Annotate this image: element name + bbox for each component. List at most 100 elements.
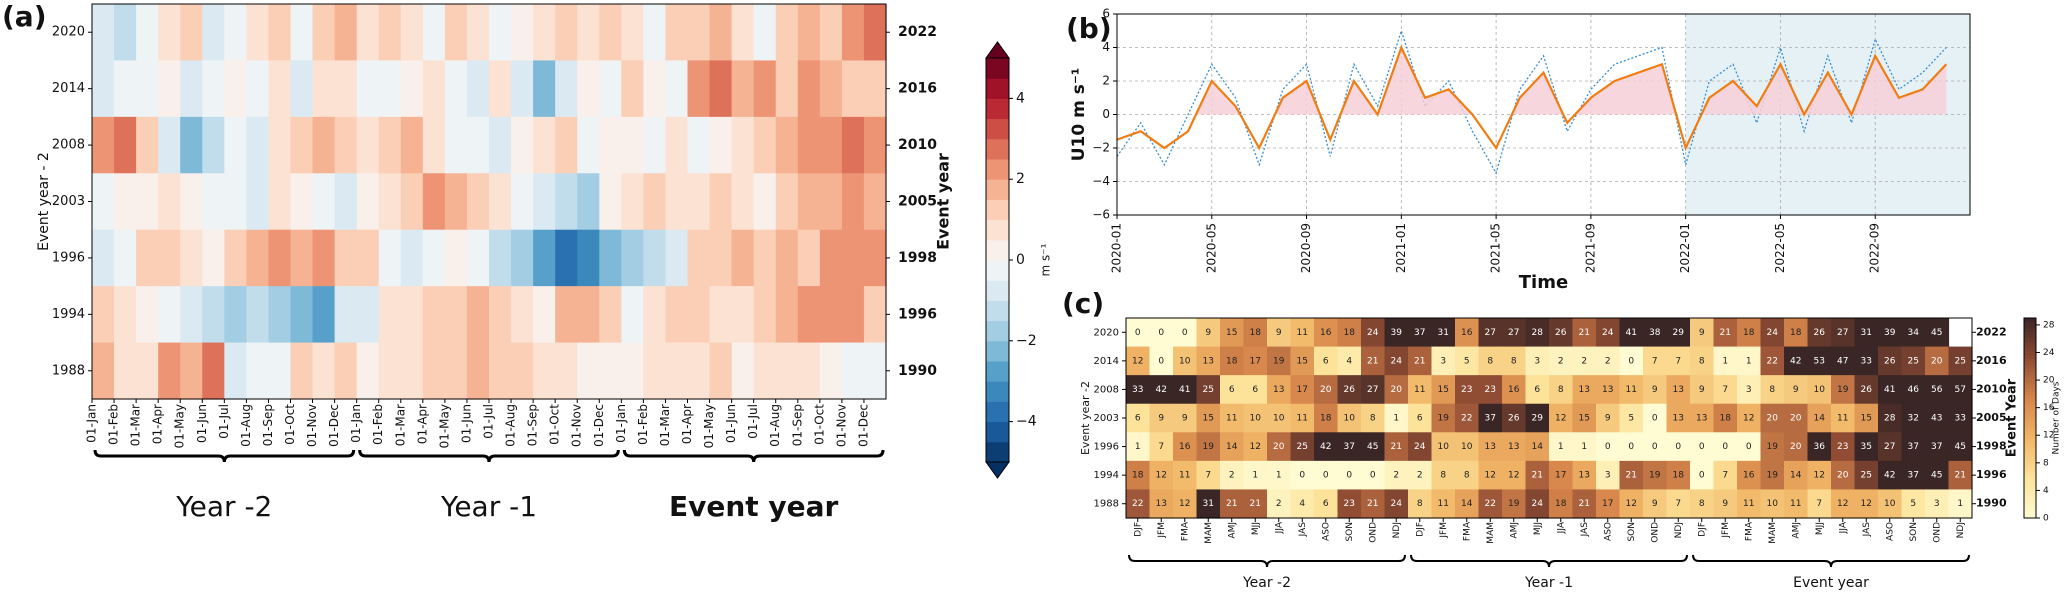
heat-cell	[1948, 460, 1973, 491]
heat-cell	[290, 286, 314, 344]
heat-cell	[1337, 403, 1362, 433]
y2-tick-label: 2022	[1976, 325, 2007, 338]
colorbar-step	[2024, 498, 2036, 502]
heat-cell	[114, 60, 137, 118]
colorbar-step	[986, 159, 1009, 180]
heat-cell	[1713, 432, 1738, 462]
x-tick-label: JFM	[1439, 522, 1449, 539]
cell-value: 7	[1652, 356, 1658, 366]
heat-cell	[224, 342, 247, 400]
heat-cell	[1831, 489, 1856, 519]
cell-value: 8	[1487, 356, 1493, 366]
cell-value: 9	[1652, 499, 1658, 509]
panel-label: (a)	[2, 0, 47, 33]
heat-cell	[1784, 403, 1809, 433]
cell-value: 2	[1558, 356, 1564, 366]
heat-cell	[1478, 346, 1503, 376]
cell-value: 7	[1722, 385, 1728, 395]
heat-cell	[334, 60, 358, 118]
cell-value: 0	[1135, 328, 1141, 338]
heat-cell	[1502, 432, 1527, 462]
y2-axis-label: Event year	[934, 153, 953, 250]
heat-cell	[1525, 375, 1550, 405]
heat-cell	[775, 116, 799, 174]
heat-cell	[863, 342, 887, 400]
heat-cell	[444, 286, 468, 344]
cell-value: 9	[1699, 385, 1705, 395]
heat-cell	[1643, 375, 1668, 405]
heat-cell	[709, 342, 733, 400]
heat-cell	[1948, 403, 1973, 433]
cell-value: 32	[1908, 414, 1919, 424]
cell-value: 20	[1320, 385, 1332, 395]
cell-value: 5	[1464, 356, 1470, 366]
heat-cell	[1196, 403, 1221, 433]
heat-cell	[1196, 489, 1221, 519]
heat-cell	[1243, 346, 1268, 376]
heat-cell	[114, 342, 137, 400]
heat-cell	[1149, 460, 1174, 491]
heat-cell	[1549, 489, 1574, 519]
heat-cell	[1455, 489, 1480, 519]
colorbar-step	[2024, 388, 2036, 392]
heat-cell	[1455, 318, 1480, 348]
y-axis-label: U10 m s⁻¹	[1069, 68, 1089, 162]
heat-cell	[136, 286, 159, 344]
group-label: Event year	[669, 490, 839, 523]
heat-cell	[1337, 460, 1362, 491]
heat-cell	[1878, 403, 1903, 433]
cell-value: 13	[1485, 442, 1496, 452]
y2-tick-label: 1990	[898, 363, 937, 379]
heat-cell	[1455, 403, 1480, 433]
heat-cell	[114, 286, 137, 344]
colorbar-step	[986, 401, 1009, 423]
heat-cell	[1572, 346, 1597, 376]
heat-cell	[599, 4, 622, 62]
heat-cell	[511, 4, 534, 62]
x-tick-label: JJA	[1274, 521, 1284, 534]
heat-cell	[797, 60, 821, 118]
heat-cell	[1126, 375, 1151, 405]
cell-value: 20	[1837, 471, 1849, 481]
heat-cell	[422, 229, 446, 287]
heat-cell	[1525, 346, 1550, 376]
heat-cell	[1431, 403, 1456, 433]
cell-value: 8	[1769, 385, 1775, 395]
cell-value: 21	[1226, 499, 1237, 509]
cell-value: 46	[1908, 385, 1920, 395]
heat-cell	[334, 116, 358, 174]
colorbar-step	[2024, 458, 2036, 462]
heat-cell	[1878, 375, 1903, 405]
x-tick-label: FMA	[1462, 521, 1472, 541]
cell-value: 15	[1297, 356, 1308, 366]
heat-cell	[665, 173, 689, 231]
x-tick-label: DJF	[1133, 522, 1143, 537]
cell-value: 8	[1440, 471, 1446, 481]
group-label: Year -1	[440, 490, 537, 523]
cell-value: 13	[1579, 385, 1590, 395]
heat-cell	[643, 116, 667, 174]
heat-cell	[334, 4, 358, 62]
colorbar-step	[2024, 514, 2036, 519]
heat-cell	[1807, 375, 1832, 405]
x-tick-label: 01-Aug	[768, 404, 782, 447]
heat-cell	[1220, 346, 1245, 376]
cell-value: 31	[1203, 499, 1214, 509]
heat-cell	[1948, 375, 1973, 405]
cell-value: 42	[1884, 471, 1895, 481]
cell-value: 13	[1696, 414, 1707, 424]
cell-value: 25	[1203, 385, 1214, 395]
group-bracket	[1410, 554, 1688, 568]
cell-value: 37	[1908, 442, 1919, 452]
heat-cell	[1384, 375, 1409, 405]
heat-cell	[1713, 318, 1738, 348]
heat-cell	[1737, 346, 1762, 376]
heat-cell	[1314, 346, 1339, 376]
heat-cell	[202, 4, 225, 62]
heat-cell	[1831, 432, 1856, 462]
heat-cell	[1596, 460, 1621, 491]
cell-value: 3	[1934, 499, 1940, 509]
cell-value: 4	[1346, 356, 1352, 366]
x-tick-label: MJJ	[1251, 522, 1261, 535]
heat-cell	[1455, 432, 1480, 462]
